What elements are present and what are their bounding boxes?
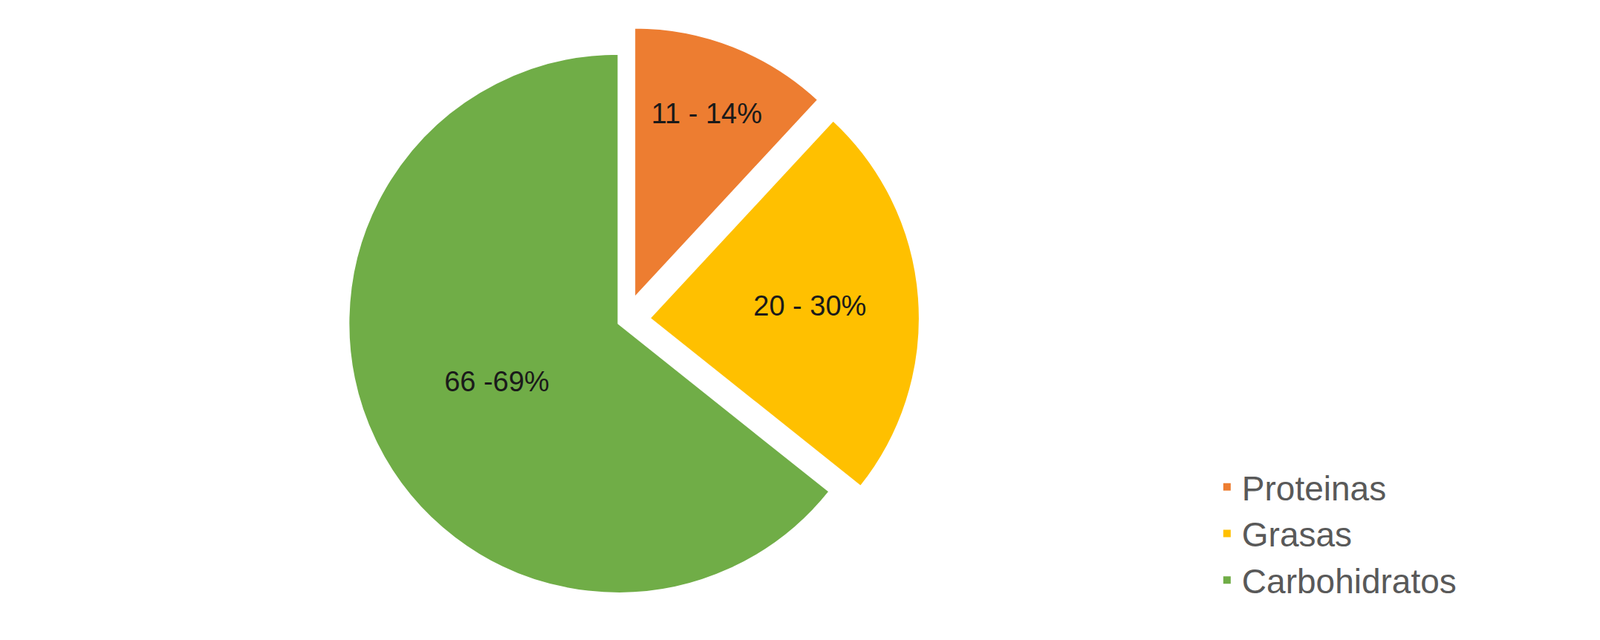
svg-text:Grasas: Grasas: [1241, 515, 1352, 555]
svg-text:Proteinas: Proteinas: [1241, 469, 1387, 509]
svg-text:11 - 14%: 11 - 14%: [651, 98, 763, 130]
svg-text:Carbohidratos: Carbohidratos: [1241, 562, 1457, 601]
svg-text:66 -69%: 66 -69%: [444, 366, 550, 398]
svg-text:20 - 30%: 20 - 30%: [753, 290, 867, 322]
